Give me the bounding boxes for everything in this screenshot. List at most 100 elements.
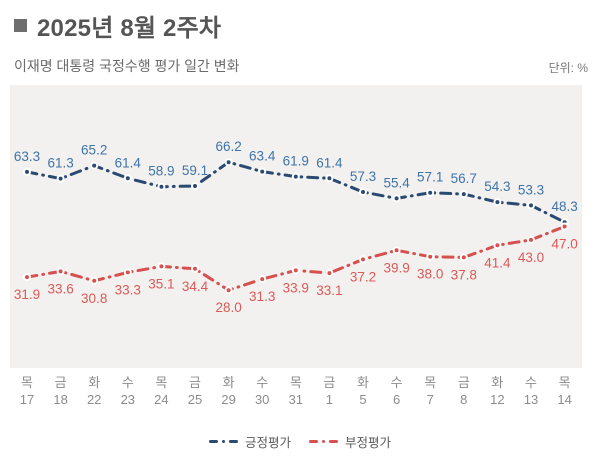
data-point: [493, 241, 502, 250]
x-tick-weekday: 목: [558, 375, 571, 390]
x-tick-weekday: 목: [289, 375, 302, 390]
chart-subtitle: 이재명 대통령 국정수행 평가 일간 변화: [14, 58, 240, 74]
data-point: [291, 172, 300, 181]
x-tick-date: 18: [53, 392, 68, 407]
line-chart: 63.3 61.3 65.2 61.4 58.9 59.1 66.2 63.4 61.9 61.4…: [14, 139, 578, 315]
x-tick-label: 목 17: [20, 374, 34, 408]
x-tick-weekday: 금: [323, 375, 336, 390]
data-point: [325, 174, 334, 183]
x-tick-date: 13: [523, 392, 539, 407]
x-tick-date: 24: [154, 392, 169, 407]
data-point: [258, 167, 267, 176]
x-tick-label: 금 25: [188, 374, 202, 408]
value-label: 56.7: [451, 171, 477, 186]
subtitle-row: 이재명 대통령 국정수행 평가 일간 변화 단위: %: [14, 56, 588, 76]
data-point: [258, 275, 267, 284]
value-label: 61.9: [283, 154, 309, 169]
data-point: [426, 252, 435, 261]
value-label: 61.3: [47, 156, 73, 171]
x-tick-weekday: 수: [390, 375, 403, 390]
x-tick-date: 25: [187, 392, 203, 407]
x-tick-date: 5: [359, 392, 367, 407]
x-tick-label: 금 18: [53, 374, 67, 408]
data-point: [527, 235, 535, 244]
legend-dash-icon: [329, 440, 338, 443]
legend-item-부정평가: 부정평가: [309, 432, 391, 451]
x-tick-date: 12: [490, 392, 505, 407]
x-tick-date: 29: [221, 392, 236, 407]
value-label: 28.0: [215, 300, 241, 315]
x-tick-weekday: 목: [424, 375, 437, 390]
x-tick-weekday: 수: [256, 375, 269, 390]
x-tick-label: 수 23: [121, 374, 135, 408]
data-point: [56, 267, 65, 276]
value-label: 30.8: [81, 291, 107, 306]
x-tick-weekday: 목: [155, 375, 168, 390]
x-tick-date: 1: [325, 392, 333, 407]
data-point: [90, 161, 99, 170]
value-label: 31.9: [14, 287, 40, 302]
x-tick-date: 7: [426, 392, 434, 407]
x-tick-date: 8: [460, 392, 468, 407]
data-point: [392, 246, 401, 255]
x-tick-label: 화 12: [490, 374, 504, 408]
value-label: 58.9: [148, 164, 174, 179]
legend-dash-icon: [208, 440, 218, 443]
legend-dashdot-line-icon: [208, 440, 238, 443]
data-point: [23, 273, 31, 282]
legend-dot-icon: [221, 440, 225, 443]
value-label: 33.1: [316, 283, 342, 298]
value-label: 31.3: [249, 289, 275, 304]
data-point: [325, 269, 334, 278]
unit-label: 단위: %: [548, 61, 588, 75]
data-point: [426, 188, 435, 197]
value-label: 33.9: [283, 280, 309, 295]
data-point: [123, 174, 132, 183]
data-point: [157, 262, 166, 271]
value-label: 66.2: [215, 139, 241, 154]
legend-dashdot-line-icon: [309, 440, 338, 443]
data-point: [493, 198, 502, 207]
value-label: 38.0: [417, 267, 443, 282]
data-point: [23, 167, 31, 176]
x-tick-date: 23: [120, 392, 136, 407]
legend-item-긍정평가: 긍정평가: [208, 432, 291, 451]
x-tick-date: 14: [557, 392, 572, 407]
data-point: [90, 276, 99, 285]
value-label: 65.2: [81, 143, 107, 158]
value-label: 59.1: [182, 163, 208, 178]
x-tick-date: 17: [19, 392, 35, 407]
data-point: [392, 194, 401, 203]
value-label: 57.1: [417, 170, 443, 185]
data-point: [459, 253, 468, 262]
x-tick-weekday: 수: [121, 375, 134, 390]
x-tick-label: 화 29: [221, 374, 235, 408]
x-tick-weekday: 금: [54, 375, 67, 390]
data-point: [359, 255, 367, 264]
data-point: [291, 266, 300, 275]
value-label: 41.4: [484, 255, 511, 270]
legend-dot-icon: [322, 440, 325, 443]
x-tick-label: 수 30: [255, 374, 269, 408]
data-point: [224, 286, 233, 295]
x-tick-label: 목 31: [289, 374, 303, 408]
legend-label: 부정평가: [345, 436, 392, 450]
x-tick-date: 30: [254, 392, 270, 407]
x-tick-weekday: 목: [21, 375, 33, 390]
value-label: 61.4: [115, 155, 142, 170]
value-label: 57.3: [350, 169, 376, 184]
x-tick-weekday: 금: [189, 375, 201, 390]
x-axis: 목 17 금 18 화 22 수 23 목 24 금 25 화 29 수 30 목 31 금 1 화 5 수 6 목 7 금 8 화 12…: [10, 374, 582, 410]
value-label: 39.9: [383, 260, 409, 275]
data-point: [191, 182, 199, 190]
data-point: [560, 222, 569, 231]
x-tick-label: 화 22: [87, 374, 101, 408]
value-label: 43.0: [518, 250, 544, 265]
data-point: [527, 201, 535, 210]
value-label: 63.4: [249, 149, 276, 164]
x-tick-weekday: 수: [525, 375, 537, 390]
value-label: 53.3: [518, 182, 544, 197]
